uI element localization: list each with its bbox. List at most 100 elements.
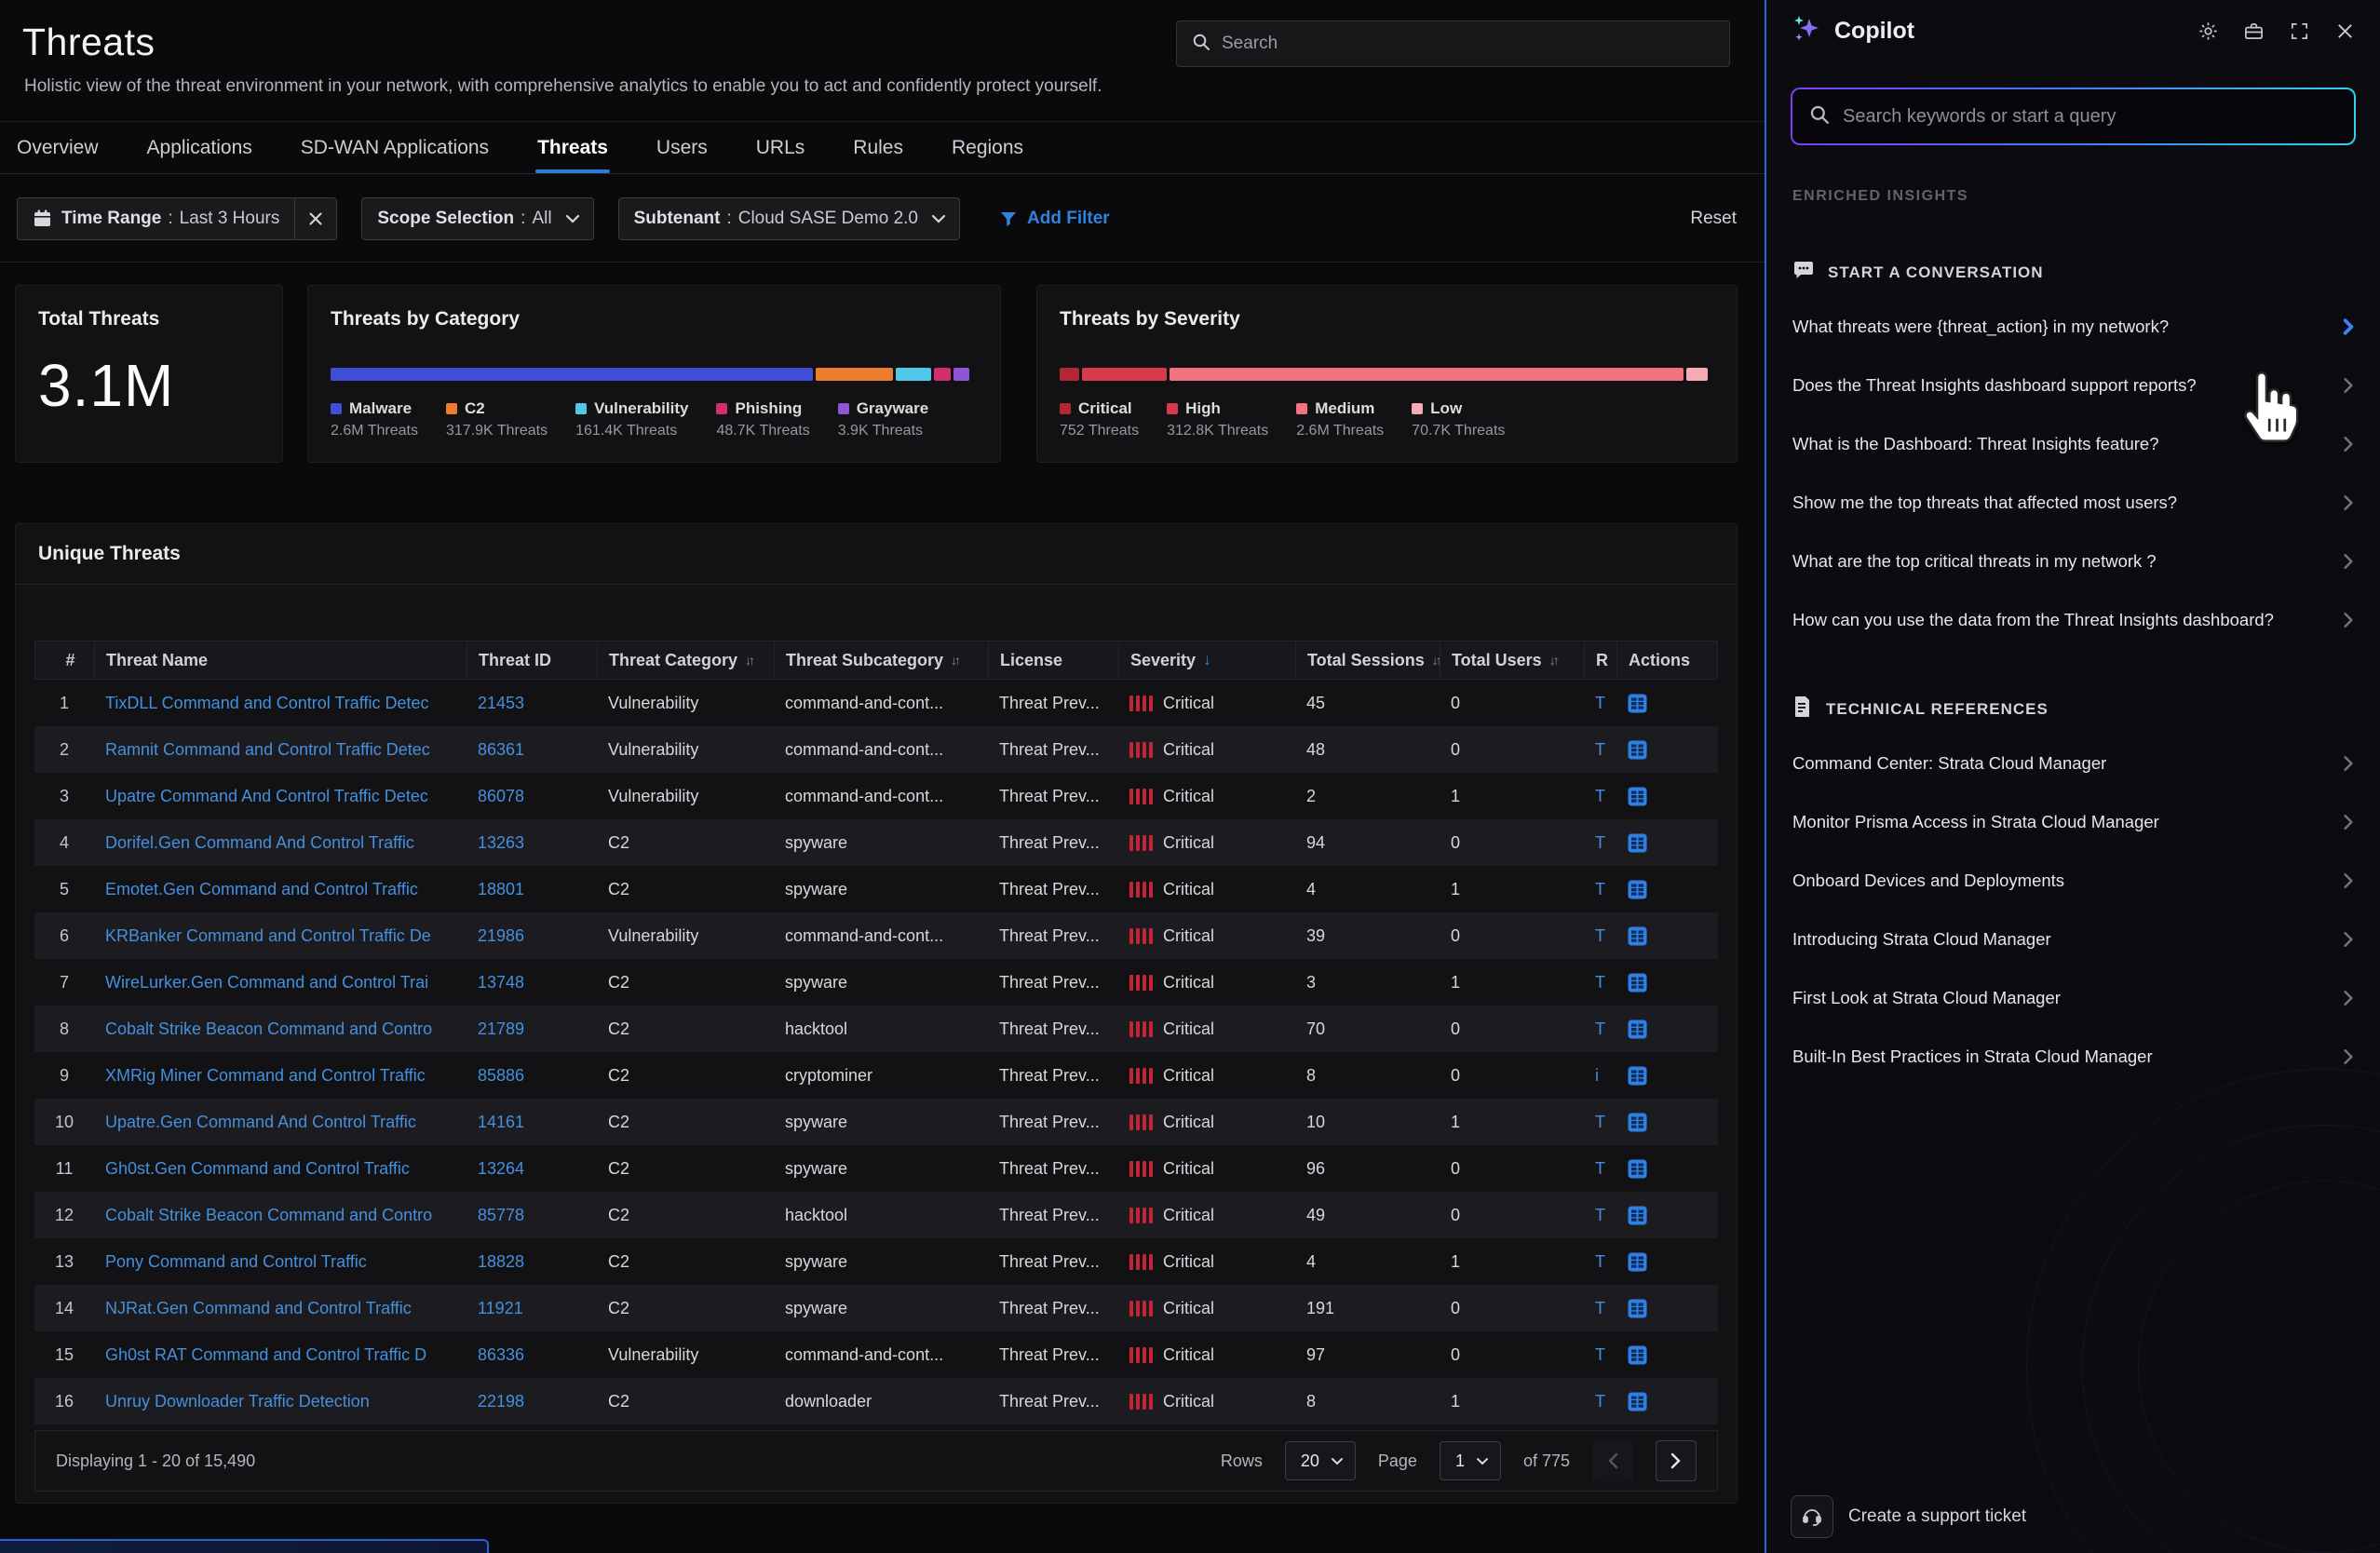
tab-overview[interactable]: Overview	[17, 122, 99, 173]
rule-link[interactable]: T	[1595, 694, 1605, 713]
rule-link[interactable]: T	[1595, 740, 1605, 760]
threat-name-link[interactable]: TixDLL Command and Control Traffic Detec	[105, 694, 428, 713]
threat-name-link[interactable]: Emotet.Gen Command and Control Traffic	[105, 880, 418, 899]
copilot-list-item[interactable]: Monitor Prisma Access in Strata Cloud Ma…	[1766, 792, 2380, 851]
copilot-search[interactable]	[1791, 88, 2356, 145]
table-row[interactable]: 5 Emotet.Gen Command and Control Traffic…	[34, 866, 1718, 912]
tab-rules[interactable]: Rules	[853, 122, 903, 173]
log-table-icon[interactable]	[1628, 1252, 1647, 1272]
scope-selection-filter[interactable]: Scope Selection : All	[361, 197, 593, 240]
copilot-list-item[interactable]: What threats were {threat_action} in my …	[1766, 297, 2380, 356]
rule-link[interactable]: T	[1595, 1020, 1605, 1039]
threat-name-link[interactable]: WireLurker.Gen Command and Control Trai	[105, 973, 428, 993]
global-search[interactable]	[1176, 20, 1730, 67]
threat-name-link[interactable]: Cobalt Strike Beacon Command and Contro	[105, 1206, 432, 1225]
table-row[interactable]: 6 KRBanker Command and Control Traffic D…	[34, 912, 1718, 959]
tab-sd-wan-applications[interactable]: SD-WAN Applications	[301, 122, 489, 173]
add-filter-button[interactable]: Add Filter	[999, 209, 1110, 229]
rule-link[interactable]: T	[1595, 787, 1605, 806]
rule-link[interactable]: T	[1595, 926, 1605, 946]
column-header[interactable]: R	[1585, 641, 1617, 679]
threat-id-link[interactable]: 18801	[478, 880, 524, 899]
table-row[interactable]: 4 Dorifel.Gen Command And Control Traffi…	[34, 819, 1718, 866]
table-row[interactable]: 1 TixDLL Command and Control Traffic Det…	[34, 680, 1718, 726]
table-row[interactable]: 10 Upatre.Gen Command And Control Traffi…	[34, 1099, 1718, 1145]
copilot-list-item[interactable]: Built-In Best Practices in Strata Cloud …	[1766, 1027, 2380, 1086]
copilot-list-item[interactable]: How can you use the data from the Threat…	[1766, 590, 2380, 649]
tab-applications[interactable]: Applications	[147, 122, 252, 173]
threat-id-link[interactable]: 14161	[478, 1113, 524, 1132]
threat-id-link[interactable]: 85778	[478, 1206, 524, 1225]
log-table-icon[interactable]	[1628, 694, 1647, 713]
threat-id-link[interactable]: 13748	[478, 973, 524, 993]
column-header[interactable]: Threat Category↓↑	[598, 641, 775, 679]
sort-icon[interactable]: ↓↑	[745, 653, 752, 668]
sort-icon[interactable]: ↓↑	[1549, 653, 1557, 668]
log-table-icon[interactable]	[1628, 1113, 1647, 1132]
column-header[interactable]: Severity↓	[1119, 641, 1296, 679]
sort-icon[interactable]: ↓↑	[1432, 653, 1440, 668]
rule-link[interactable]: T	[1595, 1206, 1605, 1225]
table-row[interactable]: 14 NJRat.Gen Command and Control Traffic…	[34, 1285, 1718, 1331]
copilot-search-input[interactable]	[1843, 106, 2337, 128]
threat-id-link[interactable]: 13263	[478, 833, 524, 853]
briefcase-icon[interactable]	[2243, 20, 2265, 42]
log-table-icon[interactable]	[1628, 926, 1647, 946]
threat-id-link[interactable]: 86078	[478, 787, 524, 806]
threat-name-link[interactable]: KRBanker Command and Control Traffic De	[105, 926, 431, 946]
threat-id-link[interactable]: 18828	[478, 1252, 524, 1272]
log-table-icon[interactable]	[1628, 880, 1647, 899]
column-header[interactable]: License	[989, 641, 1119, 679]
log-table-icon[interactable]	[1628, 1345, 1647, 1365]
rule-link[interactable]: T	[1595, 1392, 1605, 1411]
threat-name-link[interactable]: Dorifel.Gen Command And Control Traffic	[105, 833, 414, 853]
log-table-icon[interactable]	[1628, 1020, 1647, 1039]
log-table-icon[interactable]	[1628, 1066, 1647, 1086]
remove-time-filter-button[interactable]	[295, 198, 336, 239]
threat-id-link[interactable]: 11921	[478, 1299, 523, 1318]
log-table-icon[interactable]	[1628, 833, 1647, 853]
threat-id-link[interactable]: 13264	[478, 1159, 524, 1179]
tab-urls[interactable]: URLs	[756, 122, 805, 173]
rule-link[interactable]: T	[1595, 1159, 1605, 1179]
table-row[interactable]: 8 Cobalt Strike Beacon Command and Contr…	[34, 1006, 1718, 1052]
column-header[interactable]: #	[35, 641, 95, 679]
rule-link[interactable]: T	[1595, 1113, 1605, 1132]
copilot-list-item[interactable]: Onboard Devices and Deployments	[1766, 851, 2380, 910]
threat-id-link[interactable]: 21986	[478, 926, 524, 946]
tab-users[interactable]: Users	[656, 122, 708, 173]
log-table-icon[interactable]	[1628, 1159, 1647, 1179]
table-row[interactable]: 2 Ramnit Command and Control Traffic Det…	[34, 726, 1718, 773]
threat-name-link[interactable]: Gh0st RAT Command and Control Traffic D	[105, 1345, 426, 1365]
copilot-list-item[interactable]: First Look at Strata Cloud Manager	[1766, 968, 2380, 1027]
threat-id-link[interactable]: 21789	[478, 1020, 524, 1039]
table-row[interactable]: 9 XMRig Miner Command and Control Traffi…	[34, 1052, 1718, 1099]
threat-name-link[interactable]: Ramnit Command and Control Traffic Detec	[105, 740, 430, 760]
rule-link[interactable]: T	[1595, 1345, 1605, 1365]
log-table-icon[interactable]	[1628, 1392, 1647, 1411]
column-header[interactable]: Total Users↓↑	[1440, 641, 1585, 679]
threat-id-link[interactable]: 86361	[478, 740, 524, 760]
table-row[interactable]: 7 WireLurker.Gen Command and Control Tra…	[34, 959, 1718, 1006]
copilot-list-item[interactable]: Does the Threat Insights dashboard suppo…	[1766, 356, 2380, 414]
table-row[interactable]: 16 Unruy Downloader Traffic Detection 22…	[34, 1378, 1718, 1425]
threat-name-link[interactable]: Unruy Downloader Traffic Detection	[105, 1392, 370, 1411]
copilot-list-item[interactable]: Show me the top threats that affected mo…	[1766, 473, 2380, 532]
table-row[interactable]: 15 Gh0st RAT Command and Control Traffic…	[34, 1331, 1718, 1378]
threat-id-link[interactable]: 85886	[478, 1066, 524, 1086]
sort-desc-icon[interactable]: ↓	[1203, 651, 1211, 669]
support-ticket-button[interactable]	[1791, 1495, 1833, 1538]
threat-name-link[interactable]: Cobalt Strike Beacon Command and Contro	[105, 1020, 432, 1039]
expand-icon[interactable]	[2289, 20, 2310, 42]
log-table-icon[interactable]	[1628, 740, 1647, 760]
copilot-list-item[interactable]: Command Center: Strata Cloud Manager	[1766, 734, 2380, 792]
rule-link[interactable]: T	[1595, 1299, 1605, 1318]
sort-icon[interactable]: ↓↑	[951, 653, 958, 668]
copilot-list-item[interactable]: Introducing Strata Cloud Manager	[1766, 910, 2380, 968]
threat-name-link[interactable]: XMRig Miner Command and Control Traffic	[105, 1066, 426, 1086]
search-input[interactable]	[1222, 34, 1714, 54]
subtenant-filter[interactable]: Subtenant : Cloud SASE Demo 2.0	[618, 197, 960, 240]
threat-name-link[interactable]: NJRat.Gen Command and Control Traffic	[105, 1299, 412, 1318]
column-header[interactable]: Threat ID	[467, 641, 598, 679]
close-icon[interactable]	[2334, 20, 2356, 42]
